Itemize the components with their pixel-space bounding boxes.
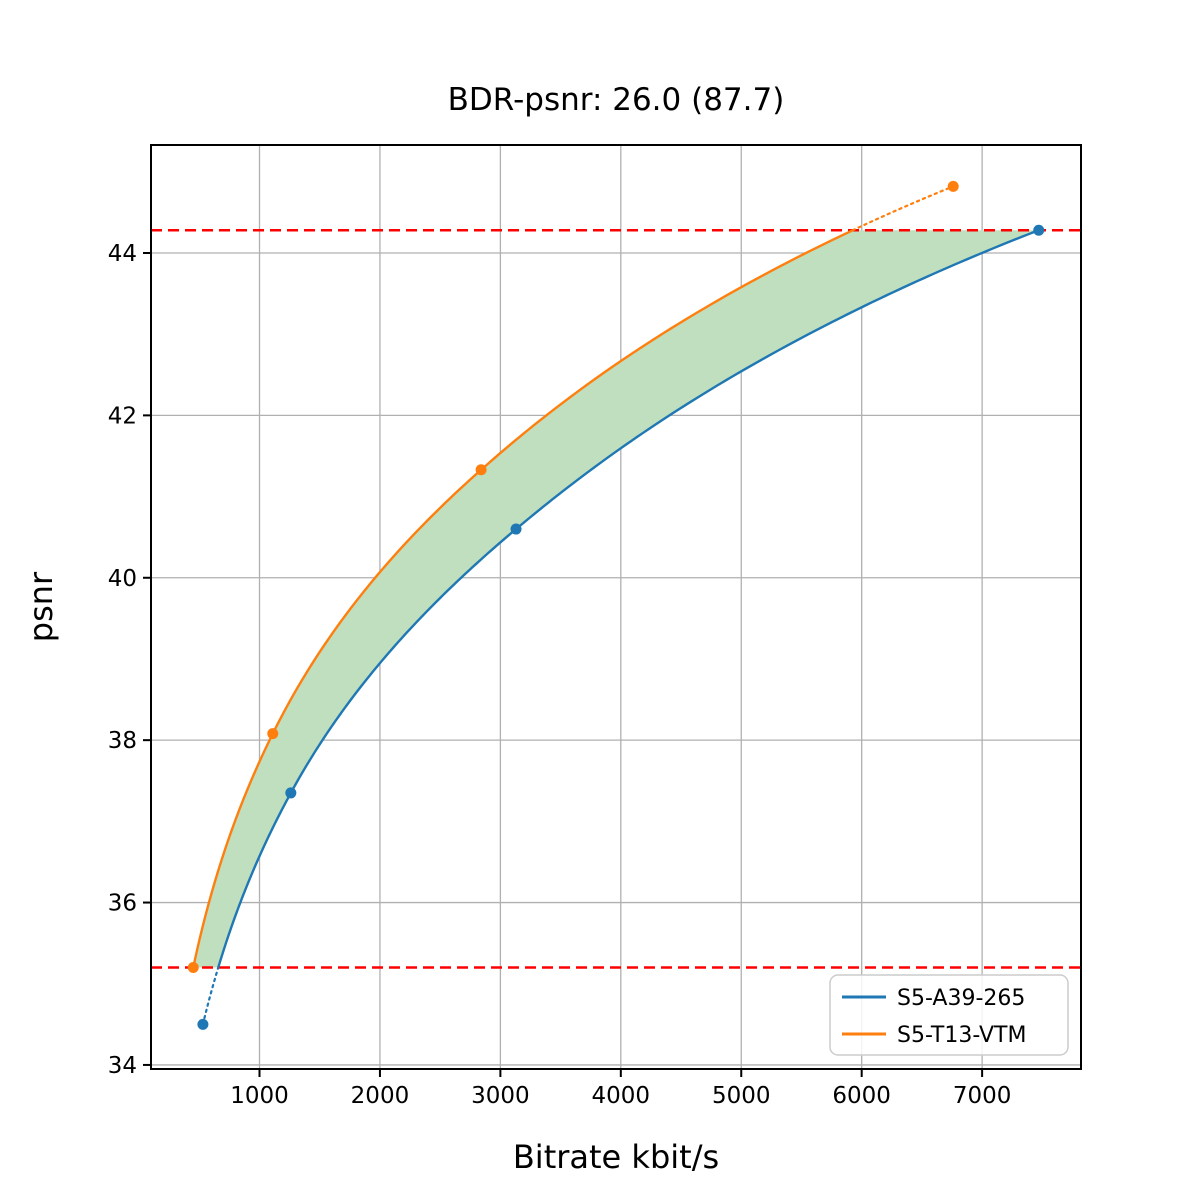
x-tick-label: 4000 — [592, 1083, 651, 1109]
y-tick-label: 34 — [108, 1053, 137, 1079]
legend-box — [829, 974, 1069, 1056]
overlap-bound-lines — [151, 229, 1081, 969]
legend-label-series-2: S5-T13-VTM — [897, 1023, 1026, 1048]
y-tick-label: 44 — [108, 241, 137, 267]
legend: S5-A39-265 S5-T13-VTM — [829, 974, 1069, 1056]
plot-frame — [150, 144, 1082, 1070]
y-axis-label: psnr — [22, 571, 60, 642]
x-tick-label: 1000 — [230, 1083, 289, 1109]
bd-shaded-area — [193, 230, 1039, 968]
data-point-S5-A39-265 — [285, 787, 297, 799]
curve-S5-A39-265-solid — [217, 229, 1040, 969]
y-tick-label: 38 — [108, 728, 137, 754]
x-axis-label: Bitrate kbit/s — [513, 1138, 719, 1176]
x-tick-label: 5000 — [712, 1083, 771, 1109]
y-tick-label: 42 — [108, 403, 137, 429]
axis-tick-labels: 1000 2000 3000 4000 5000 6000 7000 34 36 38 40 42 44 — [108, 241, 1012, 1109]
data-point-S5-A39-265 — [510, 523, 522, 535]
data-point-S5-T13-VTM — [187, 962, 199, 974]
bd-area-polygon — [193, 230, 1039, 968]
curve-S5-A39-265-dotted — [201, 966, 220, 1026]
data-point-markers — [187, 180, 1045, 1030]
legend-label-series-1: S5-A39-265 — [897, 986, 1025, 1011]
curve-S5-T13-VTM-solid — [192, 229, 854, 968]
curve-S5-T13-VTM-dotted — [851, 185, 955, 232]
data-point-S5-T13-VTM — [267, 728, 279, 740]
x-tick-label: 2000 — [351, 1083, 410, 1109]
data-point-S5-T13-VTM — [947, 180, 959, 192]
x-tick-label: 7000 — [953, 1083, 1012, 1109]
y-tick-label: 40 — [108, 566, 137, 592]
x-tick-label: 3000 — [471, 1083, 530, 1109]
data-point-S5-A39-265 — [197, 1018, 209, 1030]
grid-lines — [151, 145, 1081, 1069]
data-point-S5-A39-265 — [1033, 224, 1045, 236]
axis-tick-marks — [143, 251, 984, 1077]
rd-curves — [192, 185, 1040, 1026]
chart-title: BDR-psnr: 26.0 (87.7) — [448, 82, 785, 118]
y-tick-label: 36 — [108, 891, 137, 917]
x-tick-label: 6000 — [832, 1083, 891, 1109]
data-point-S5-T13-VTM — [475, 464, 487, 476]
